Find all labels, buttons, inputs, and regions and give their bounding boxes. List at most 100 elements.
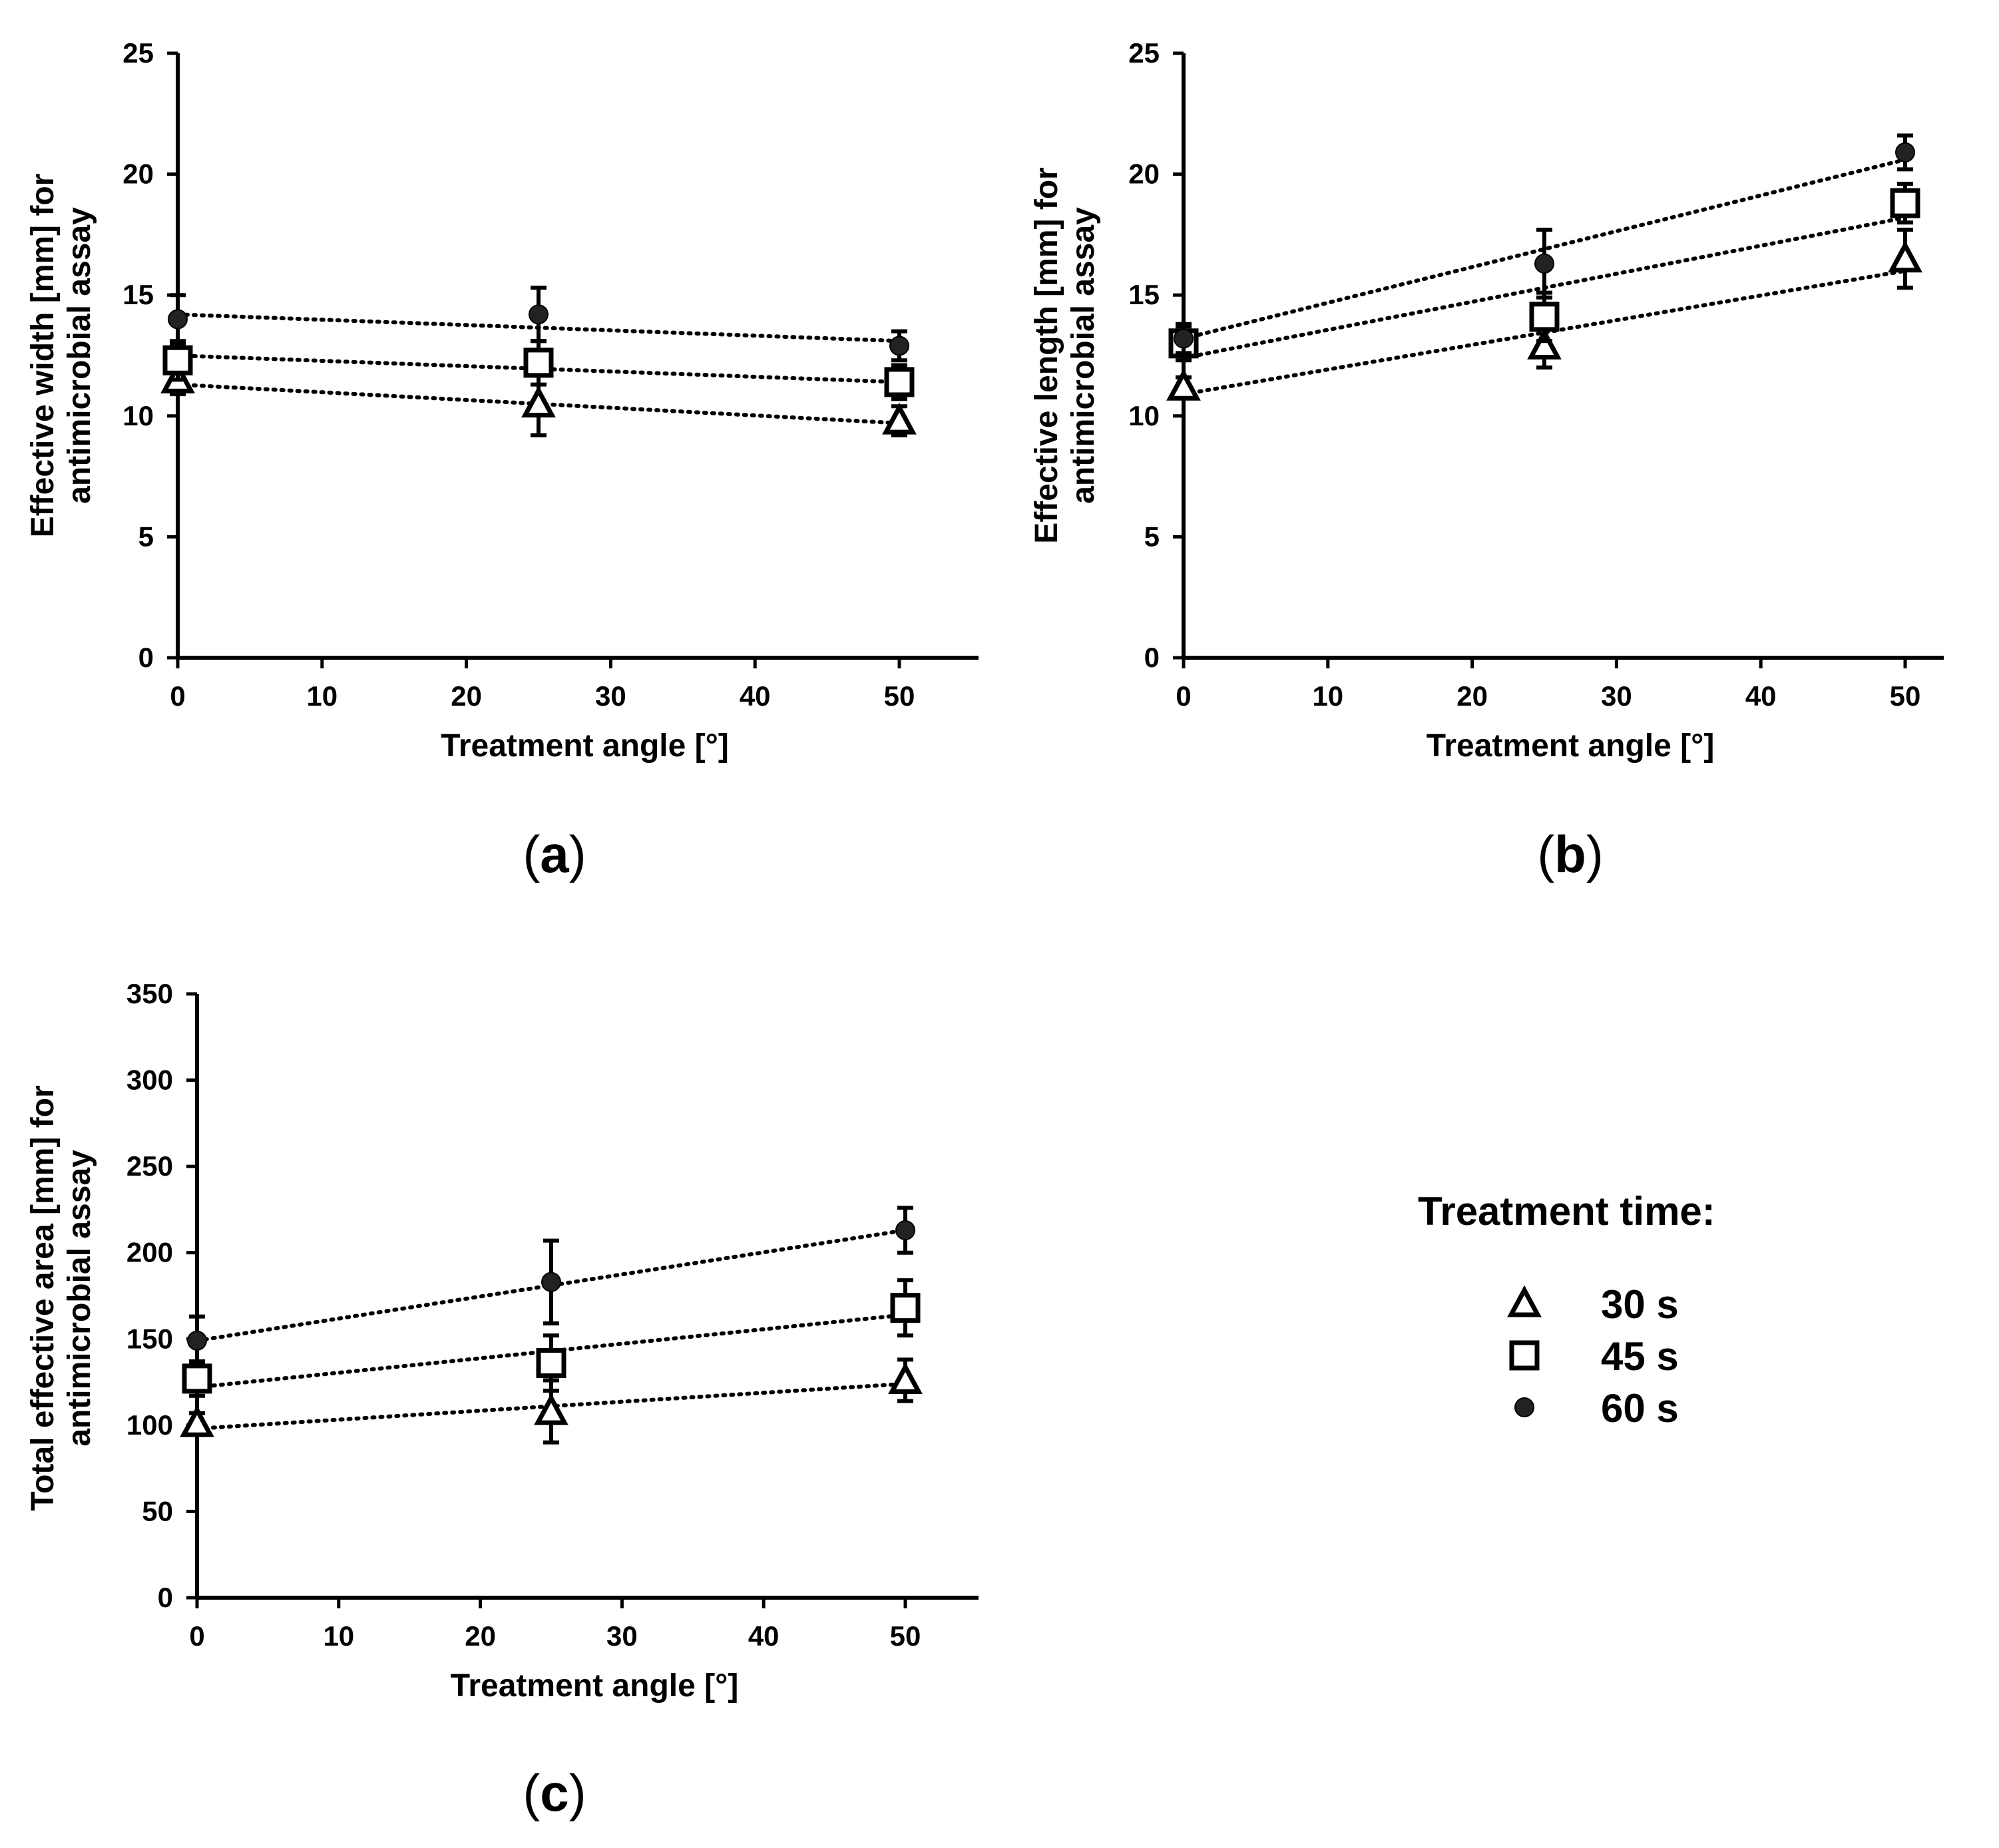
x-tick-label: 40 <box>740 680 771 712</box>
x-tick-label: 40 <box>1745 680 1777 712</box>
x-tick-label: 30 <box>606 1620 638 1652</box>
y-tick-label: 20 <box>122 158 154 190</box>
x-tick-label: 50 <box>884 680 915 712</box>
panel-label-close: ) <box>569 1763 586 1822</box>
y-axis-title: Effective length [mm] forantimicrobial a… <box>1029 167 1101 543</box>
x-axis-title: Treatment angle [°] <box>451 1668 739 1704</box>
data-point-30s <box>521 385 556 418</box>
legend-circle-shape <box>1514 1397 1534 1417</box>
panel-label-open: ( <box>523 825 540 883</box>
data-point-60s <box>529 304 549 325</box>
data-point-60s <box>895 1220 915 1241</box>
data-point-30s <box>882 402 917 435</box>
panel-label: (a) <box>523 825 586 883</box>
x-tick-label: 10 <box>1312 680 1343 712</box>
legend-triangle-marker <box>1507 1285 1542 1317</box>
y-tick-label: 0 <box>1144 642 1160 673</box>
y-tick-label: 200 <box>126 1237 173 1268</box>
x-tick-label: 50 <box>1890 680 1921 712</box>
x-tick-label: 30 <box>1601 680 1632 712</box>
data-point-60s <box>889 336 909 356</box>
panel-label: (c) <box>523 1763 586 1822</box>
y-tick-label: 20 <box>1128 158 1160 190</box>
y-axis-title-line2: antimicrobial assay <box>62 207 97 504</box>
y-tick-label: 100 <box>126 1409 173 1441</box>
panel-label-open: ( <box>1537 825 1554 883</box>
data-point-45s <box>890 1293 921 1323</box>
data-point-60s <box>168 309 188 330</box>
y-tick-label: 0 <box>138 642 154 673</box>
data-point-30s <box>888 1362 923 1394</box>
panel-label-open: ( <box>523 1763 540 1822</box>
y-tick-label: 25 <box>1128 37 1160 69</box>
x-tick-label: 40 <box>748 1620 779 1652</box>
y-tick-label: 25 <box>122 37 154 69</box>
x-tick-label: 10 <box>323 1620 354 1652</box>
legend-square-marker <box>1509 1340 1540 1371</box>
legend: Treatment time: 30 s 45 s 60 s <box>1418 1189 1715 1431</box>
legend-item-60s: 60 s <box>1514 1386 1679 1431</box>
y-tick-label: 250 <box>126 1150 173 1182</box>
panel-label-letter: a <box>540 825 569 883</box>
data-point-30s <box>180 1405 214 1437</box>
legend-item-45s: 45 s <box>1509 1334 1679 1379</box>
data-point-60s <box>1895 142 1915 162</box>
panel-a: 0 5 10 15 20 25 0 10 20 30 40 50 Treatment angle [°]… <box>25 37 979 883</box>
x-tick-label: 20 <box>1456 680 1488 712</box>
panel-label-letter: b <box>1554 825 1586 883</box>
y-axis-title-line1: Effective length [mm] for <box>1029 167 1064 543</box>
x-tick-label: 20 <box>451 680 482 712</box>
y-tick-label: 0 <box>158 1582 173 1613</box>
y-tick-label: 15 <box>1128 279 1160 310</box>
y-axis-title-line1: Total effective area [mm] for <box>25 1085 61 1510</box>
legend-circle-marker <box>1514 1397 1534 1417</box>
legend-square-shape <box>1509 1340 1540 1371</box>
data-point-45s <box>523 347 554 378</box>
panel-c: 0 50 100 150 200 250 300 350 0 10 20 30 40 50 Treatmen… <box>25 978 979 1822</box>
y-tick-label: 15 <box>122 279 154 310</box>
y-tick-label: 5 <box>138 521 154 552</box>
legend-triangle-shape <box>1507 1285 1542 1317</box>
y-axis-title: Total effective area [mm] forantimicrobi… <box>25 1085 97 1510</box>
y-tick-label: 50 <box>142 1495 173 1526</box>
y-axis-title: Effective width [mm] forantimicrobial as… <box>25 174 97 538</box>
y-tick-label: 10 <box>1128 400 1160 431</box>
data-point-30s <box>1527 328 1562 359</box>
data-point-45s <box>536 1348 566 1379</box>
y-axis-title-line2: antimicrobial assay <box>62 1150 97 1447</box>
y-tick-label: 5 <box>1144 521 1160 552</box>
y-axis-title-line2: antimicrobial assay <box>1066 207 1101 504</box>
x-tick-label: 0 <box>1176 680 1191 712</box>
data-point-60s <box>1174 328 1194 349</box>
trend-line-45s <box>195 1313 907 1389</box>
y-axis-title-line1: Effective width [mm] for <box>25 174 61 538</box>
data-point-60s <box>1534 253 1554 274</box>
data-point-45s <box>1890 188 1920 218</box>
y-tick-label: 350 <box>126 978 173 1009</box>
y-tick-label: 300 <box>126 1064 173 1096</box>
data-point-45s <box>884 367 915 397</box>
x-tick-label: 10 <box>306 680 337 712</box>
data-point-60s <box>187 1330 207 1351</box>
x-axis-title: Treatment angle [°] <box>1427 728 1715 764</box>
data-point-60s <box>541 1271 561 1292</box>
data-point-45s <box>182 1363 212 1394</box>
legend-label-45s: 45 s <box>1601 1334 1679 1379</box>
data-point-30s <box>1166 368 1201 401</box>
panel-label-close: ) <box>569 825 586 883</box>
x-tick-label: 50 <box>890 1620 921 1652</box>
y-tick-label: 10 <box>122 400 154 431</box>
legend-label-30s: 30 s <box>1601 1282 1679 1327</box>
data-point-45s <box>162 345 193 375</box>
panel-label: (b) <box>1537 825 1604 883</box>
legend-title: Treatment time: <box>1418 1189 1715 1234</box>
x-axis-title: Treatment angle [°] <box>441 728 729 764</box>
legend-label-60s: 60 s <box>1601 1386 1679 1431</box>
legend-item-30s: 30 s <box>1507 1282 1679 1327</box>
data-point-30s <box>534 1393 568 1425</box>
panel-label-close: ) <box>1586 825 1604 883</box>
data-point-45s <box>1529 302 1560 332</box>
panel-b: 0 5 10 15 20 25 0 10 20 30 40 50 Treatment angle [°]… <box>1029 37 1944 883</box>
panel-label-letter: c <box>540 1763 568 1822</box>
